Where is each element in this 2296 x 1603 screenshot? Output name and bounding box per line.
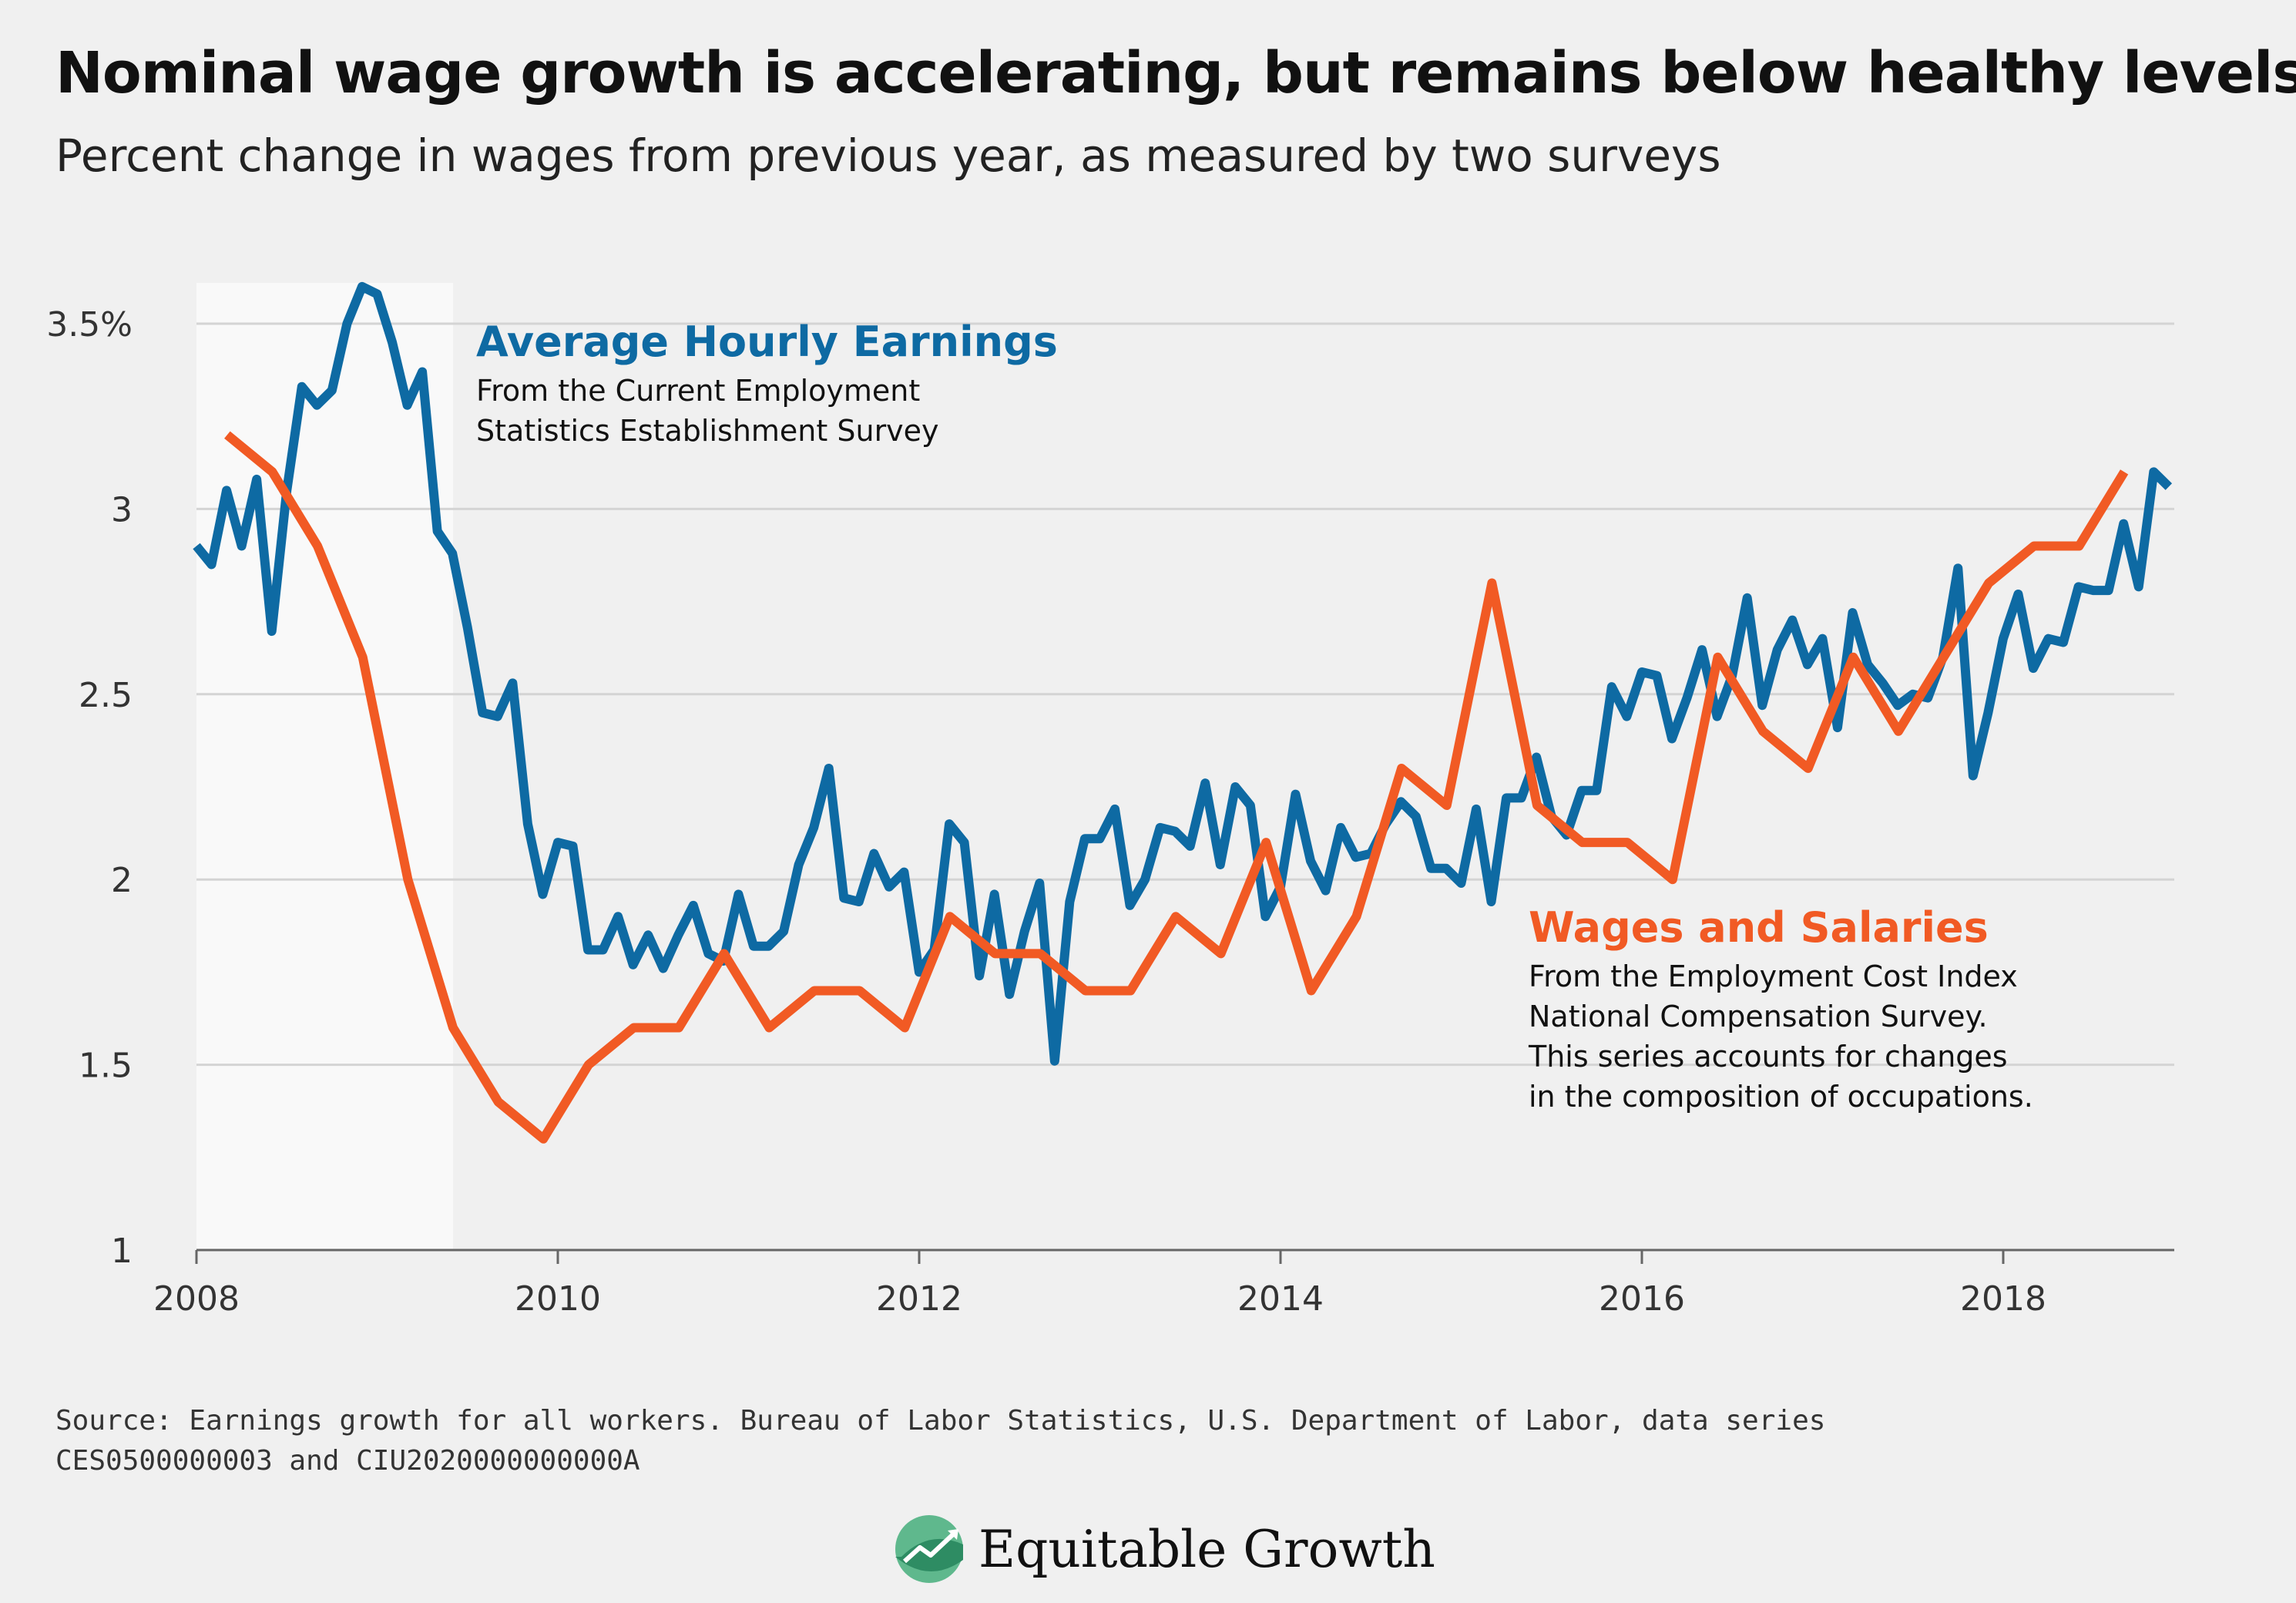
annotation-layer: Average Hourly Earnings From the Current… (476, 318, 2033, 1114)
x-tick-label: 2018 (1960, 1279, 2046, 1319)
wages-note-line-2: National Compensation Survey. (1529, 1000, 1988, 1033)
y-tick-label: 3.5% (46, 305, 133, 344)
logo-text: Equitable Growth (978, 1519, 1435, 1579)
wages-note-line-4: in the composition of occupations. (1529, 1080, 2033, 1114)
ahe-note-line-2: Statistics Establishment Survey (476, 414, 939, 448)
y-tick-label: 1.5 (79, 1047, 133, 1086)
x-tick-label: 2014 (1237, 1279, 1324, 1319)
y-tick-label: 2 (111, 861, 133, 900)
chart-title: Nominal wage growth is accelerating, but… (55, 40, 2296, 106)
x-tick-label: 2012 (876, 1279, 962, 1319)
chart-subtitle: Percent change in wages from previous ye… (55, 129, 1721, 182)
wages-note-line-1: From the Employment Cost Index (1529, 959, 2018, 993)
y-tick-label: 2.5 (79, 676, 133, 715)
series-line-wages-and-salaries (224, 431, 2129, 1144)
ahe-series-label: Average Hourly Earnings (476, 318, 1058, 366)
x-tick-label: 2016 (1599, 1279, 1685, 1319)
series-line-average-hourly-earnings (193, 281, 2173, 1066)
x-tick-label: 2008 (153, 1279, 240, 1319)
wages-series-label: Wages and Salaries (1529, 903, 1989, 952)
recession-shading-layer (196, 283, 453, 1250)
axis-layer: 1 1.5 2 2.5 3 3.5% 2008 2010 2012 2014 2016 2018 (46, 305, 2174, 1319)
line-chart: 1 1.5 2 2.5 3 3.5% 2008 2010 2012 2014 2016 2018 Av… (46, 281, 2174, 1319)
growth-chart-icon (895, 1515, 963, 1583)
source-note: Source: Earnings growth for all workers.… (55, 1405, 1826, 1477)
ahe-note-line-1: From the Current Employment (476, 374, 920, 408)
y-tick-label: 3 (111, 490, 133, 529)
recession-shade (196, 283, 453, 1250)
equitable-growth-logo: Equitable Growth (894, 1511, 1435, 1588)
x-tick-label: 2010 (515, 1279, 601, 1319)
wages-note-line-3: This series accounts for changes (1528, 1040, 2008, 1074)
y-tick-label: 1 (111, 1232, 133, 1271)
series-layer (193, 281, 2173, 1144)
